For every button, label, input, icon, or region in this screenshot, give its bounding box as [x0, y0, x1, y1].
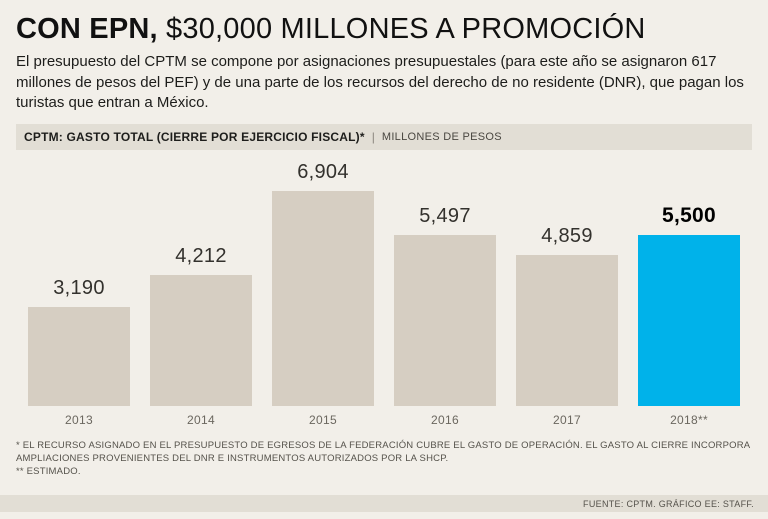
bar-column: 5,497: [384, 154, 506, 406]
x-axis-label: 2018**: [670, 412, 708, 427]
bar-value-label: 3,190: [53, 276, 105, 299]
footnote-2: ** ESTIMADO.: [16, 465, 81, 477]
page-title-lead: CON EPN,: [16, 13, 158, 45]
bar-value-label: 4,859: [541, 224, 593, 247]
bar-column: 6,904: [262, 154, 384, 406]
chart-title: CPTM: GASTO TOTAL (CIERRE POR EJERCICIO …: [24, 129, 365, 144]
bar-value-label: 6,904: [297, 160, 349, 183]
chart-header: CPTM: GASTO TOTAL (CIERRE POR EJERCICIO …: [16, 123, 752, 150]
bar-column: 4,212: [140, 154, 262, 406]
bar-value-label: 5,500: [661, 203, 717, 227]
x-axis-label: 2016: [431, 412, 459, 427]
intro-text: El presupuesto del CPTM se compone por a…: [16, 53, 744, 111]
bar-column: 5,500: [628, 154, 750, 406]
x-axis-label: 2013: [65, 412, 93, 427]
bar-2015: [272, 190, 374, 406]
chart-units-label: MILLONES DE PESOS: [381, 130, 502, 143]
bar-2016: [394, 234, 496, 406]
x-axis-label: 2015: [309, 412, 337, 427]
bar-column: 4,859: [506, 154, 628, 406]
page-title: CON EPN, $30,000 MILLONES A PROMOCIÓN: [16, 12, 752, 46]
x-axis-label: 2017: [553, 412, 581, 427]
bar-2014: [150, 274, 252, 406]
bar-chart: 3,190 4,212 6,904 5,497 4,859 5,500: [16, 154, 752, 406]
bar-value-label: 4,212: [175, 244, 227, 267]
bar-2018**: [638, 234, 740, 406]
source-credit: FUENTE: CPTM. GRÁFICO EE: STAFF.: [583, 498, 754, 509]
x-axis-label: 2014: [187, 412, 215, 427]
footnote-1: * EL RECURSO ASIGNADO EN EL PRESUPUESTO …: [16, 439, 750, 464]
footnotes: * EL RECURSO ASIGNADO EN EL PRESUPUESTO …: [16, 439, 752, 478]
bar-2013: [28, 306, 130, 406]
chart-header-separator: |: [371, 129, 375, 144]
bar-value-label: 5,497: [419, 204, 471, 227]
bar-2017: [516, 254, 618, 406]
x-axis-labels: 2013 2014 2015 2016 2017 2018**: [16, 413, 752, 427]
bar-column: 3,190: [18, 154, 140, 406]
source-bar: FUENTE: CPTM. GRÁFICO EE: STAFF.: [0, 495, 768, 512]
page-title-rest: $30,000 MILLONES A PROMOCIÓN: [157, 13, 646, 45]
